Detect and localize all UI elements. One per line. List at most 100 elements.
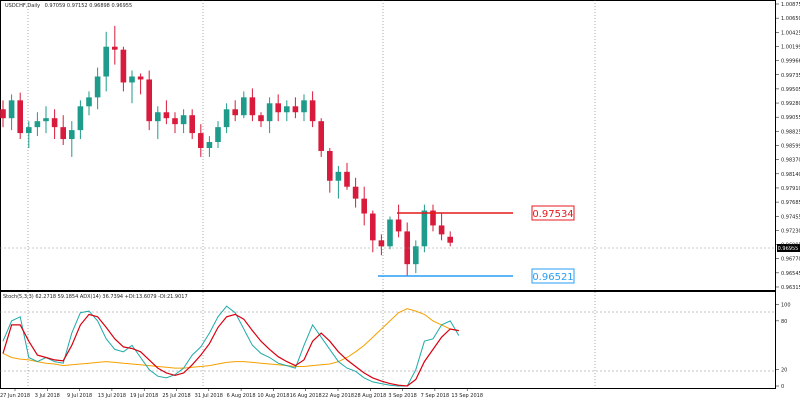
candle: [292, 97, 299, 119]
price-tick-label: 0.99505: [781, 87, 800, 93]
candle: [413, 240, 419, 274]
candle: [129, 70, 135, 104]
price-tick-label: 0.98140: [781, 172, 800, 178]
candle: [69, 121, 75, 157]
candle-body: [421, 210, 428, 247]
candle-body: [120, 49, 127, 83]
price-tick-label: 1.00875: [781, 2, 800, 8]
price-axis[interactable]: 1.00875 1.00650 1.00425 1.00199 0.99966 0.997…: [776, 2, 800, 291]
price-tick-label: 0.98370: [781, 158, 800, 164]
candle-body: [172, 118, 178, 125]
candle-body: [112, 46, 118, 50]
candle: [180, 109, 187, 134]
candle: [163, 100, 170, 125]
candle: [309, 91, 316, 128]
price-tick-label: 1.00199: [781, 44, 800, 50]
candle: [198, 124, 204, 157]
candle-body: [258, 115, 264, 122]
candle: [430, 204, 436, 232]
price-tick-label: 1.00425: [781, 30, 800, 36]
price-tick-label: 0.96995: [781, 243, 800, 249]
candle-body: [34, 121, 41, 128]
candle-body: [413, 246, 419, 265]
candle: [404, 222, 410, 277]
candle: [370, 210, 376, 253]
candle-body: [249, 97, 256, 116]
candle-body: [344, 171, 350, 187]
candle-body: [335, 171, 342, 181]
candle-body: [223, 109, 230, 128]
candle: [421, 204, 428, 253]
time-axis[interactable]: 27 Jun 2018 3 Jul 2018 9 Jul 2018 13 Jul 20…: [0, 388, 483, 399]
candle: [206, 136, 213, 157]
candle-body: [180, 115, 187, 125]
ohlc-values: 0.97059 0.97152 0.96898 0.96955: [45, 3, 132, 9]
candle: [172, 112, 178, 134]
support-level[interactable]: 0.96521: [378, 268, 575, 284]
price-tick-label: 0.96545: [781, 271, 800, 277]
indicator-tick-label: 100: [781, 303, 791, 309]
date-tick-label: 22 Aug 2018: [322, 393, 354, 399]
candle-body: [26, 127, 32, 134]
candle-body: [129, 76, 135, 83]
price-tick-label: 0.98825: [781, 129, 800, 135]
price-tick-label: 0.96770: [781, 257, 800, 263]
candle-body: [370, 213, 376, 241]
price-tick-label: 1.00650: [781, 16, 800, 22]
candle: [120, 46, 127, 92]
candle-body: [361, 198, 367, 214]
candlestick-series: [0, 25, 453, 277]
candle-body: [17, 100, 23, 134]
date-tick-label: 10 Aug 2018: [257, 393, 289, 399]
candle-body: [8, 100, 15, 119]
stoch-signal-line: [2, 313, 459, 387]
candle: [34, 112, 41, 137]
price-tick-label: 0.99280: [781, 101, 800, 107]
price-panel[interactable]: 0.97534 0.96521 0.96955 USDCHF,Daily 0.9…: [0, 0, 800, 291]
candle-body: [378, 240, 385, 247]
candle: [352, 177, 359, 208]
candle-body: [241, 97, 247, 116]
price-panel-border: [0, 0, 776, 291]
candle: [8, 94, 15, 131]
candle: [137, 73, 144, 95]
adx-line: [2, 308, 459, 369]
candle: [155, 106, 161, 140]
candle-body: [77, 106, 84, 131]
date-tick-label: 13 Jul 2018: [98, 393, 126, 399]
indicator-panel[interactable]: Stoch(5,3,3) 62.2718 59.1854 ADX(14) 36.…: [0, 291, 791, 391]
candle-body: [43, 118, 49, 122]
candle: [241, 91, 247, 119]
price-tick-label: 0.99055: [781, 115, 800, 121]
candle-body: [155, 112, 161, 122]
symbol-info: USDCHF,Daily: [5, 3, 40, 9]
indicator-axis[interactable]: 100 80 20 0: [776, 303, 791, 390]
candle-body: [86, 97, 92, 107]
candle-body: [69, 130, 75, 140]
date-tick-label: 3 Sep 2018: [388, 393, 417, 399]
indicator-tick-label: 20: [781, 368, 787, 374]
candle-body: [327, 150, 333, 181]
candle: [318, 118, 324, 157]
candle-body: [0, 109, 6, 119]
date-tick-label: 27 Jun 2018: [0, 393, 30, 399]
indicator-period-separators: [27, 292, 596, 388]
candle: [146, 70, 152, 131]
candle: [335, 165, 342, 199]
candle: [94, 67, 101, 110]
resistance-level[interactable]: 0.97534: [397, 205, 575, 221]
candle: [215, 121, 221, 148]
candle: [103, 31, 109, 92]
date-tick-label: 3 Jul 2018: [35, 393, 60, 399]
candle: [26, 121, 32, 148]
price-tick-label: 0.99735: [781, 73, 800, 79]
indicator-tick-label: 0: [781, 384, 784, 390]
current-price-tag: [777, 244, 800, 252]
candle-body: [137, 76, 144, 80]
support-label: 0.96521: [532, 272, 573, 283]
price-tick-label: 0.97455: [781, 214, 800, 220]
candle-body: [309, 100, 316, 122]
candle: [189, 109, 195, 140]
candle: [361, 186, 367, 226]
